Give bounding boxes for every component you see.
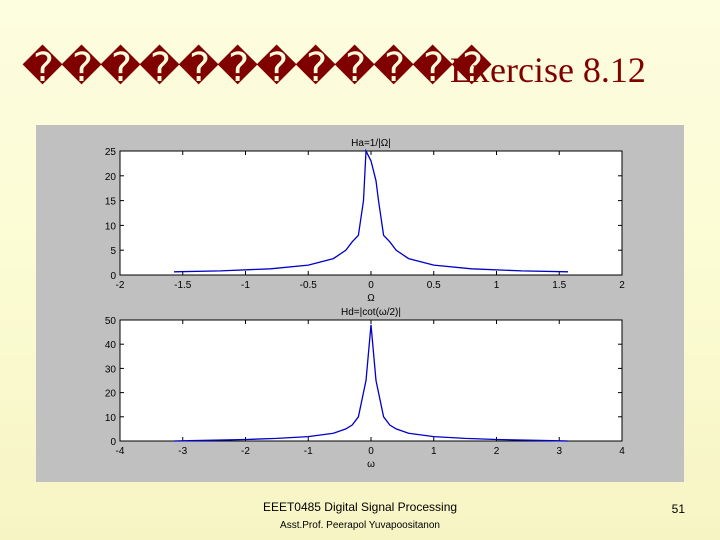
- y-tick-label: 10: [105, 221, 117, 232]
- y-tick-label: 20: [105, 172, 117, 183]
- x-axis-label: ω: [367, 459, 375, 470]
- x-tick-label: -1.5: [174, 280, 192, 291]
- y-tick-label: 25: [105, 147, 117, 158]
- x-tick-label: -2: [116, 280, 125, 291]
- x-tick-label: -4: [116, 446, 125, 457]
- x-tick-label: 1: [494, 280, 500, 291]
- series-line: [173, 148, 569, 273]
- x-tick-label: 1: [431, 446, 437, 457]
- y-tick-label: 40: [105, 340, 117, 351]
- x-tick-label: -1: [241, 280, 250, 291]
- x-tick-label: -3: [178, 446, 187, 457]
- x-tick-label: 2: [494, 446, 500, 457]
- x-tick-label: 4: [619, 446, 625, 457]
- x-tick-label: 0.5: [427, 280, 441, 291]
- y-tick-label: 0: [110, 437, 116, 448]
- x-tick-label: -1: [304, 446, 313, 457]
- x-tick-label: 0: [368, 446, 374, 457]
- x-tick-label: 3: [556, 446, 562, 457]
- y-tick-label: 30: [105, 364, 117, 375]
- plot-axes-box: [119, 319, 623, 442]
- footer-course-name: EEET0485 Digital Signal Processing: [262, 500, 458, 514]
- x-axis-label: Ω: [367, 293, 375, 304]
- x-tick-label: 1.5: [552, 280, 566, 291]
- x-tick-label: -2: [241, 446, 250, 457]
- plot-title: Ha=1/|Ω|: [351, 138, 391, 149]
- plot-axes-box: [119, 150, 623, 276]
- series-line: [173, 324, 569, 442]
- matlab-figure: -2 -1.5 -1 -0.5 0 0.5 1 1.5 2 0 5 10 15 20 25 Ha=1/|Ω| Ω…: [36, 125, 684, 482]
- y-tick-label: 0: [110, 271, 116, 282]
- y-tick-label: 5: [110, 246, 116, 257]
- x-tick-label: -0.5: [300, 280, 318, 291]
- slide-page-number: 51: [671, 502, 685, 516]
- footer-author: Asst.Prof. Peerapol Yuvapoositanon: [280, 520, 440, 531]
- slide-title: ������������ Exercise 8.12: [0, 30, 720, 110]
- x-tick-label: 0: [368, 280, 374, 291]
- y-tick-label: 10: [105, 413, 117, 424]
- y-tick-label: 15: [105, 197, 117, 208]
- slide-title-thai-glyphs: ������������: [22, 45, 492, 91]
- plot-title: Hd=|cot(ω/2)|: [341, 307, 401, 318]
- y-tick-label: 20: [105, 389, 117, 400]
- figure-canvas: -2 -1.5 -1 -0.5 0 0.5 1 1.5 20510152025Ha=1/|Ω|Ω…: [105, 138, 625, 470]
- y-tick-label: 50: [105, 316, 117, 327]
- slide-title-text: Exercise 8.12: [450, 50, 646, 90]
- x-tick-label: 2: [619, 280, 625, 291]
